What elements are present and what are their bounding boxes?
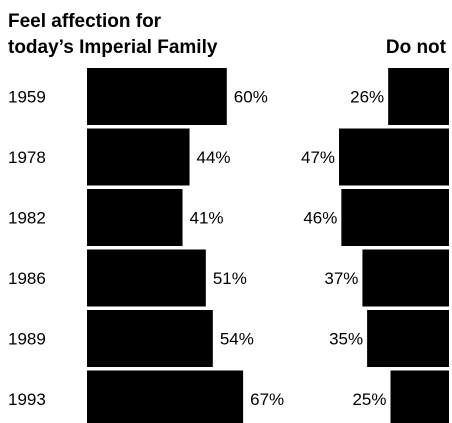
do-not-value-label: 46% [303,209,337,228]
year-label: 1989 [8,330,46,349]
affection-value-label: 44% [197,148,231,167]
do-not-bar [367,310,449,367]
affection-bar [87,128,190,186]
affection-value-label: 60% [234,88,268,107]
do-not-value-label: 25% [352,390,386,409]
year-label: 1982 [8,209,46,228]
do-not-series-label: Do not [385,37,446,58]
affection-value-label: 41% [190,209,224,228]
chart-title-line-2: today’s Imperial Family [8,37,218,58]
do-not-bar [362,249,449,307]
affection-value-label: 67% [250,390,284,409]
affection-value-label: 54% [220,330,254,349]
do-not-value-label: 35% [329,330,363,349]
year-label: 1978 [8,148,46,167]
do-not-value-label: 26% [350,88,384,107]
do-not-bar [339,128,449,186]
affection-bar [87,189,183,246]
year-label: 1986 [8,269,46,288]
affection-bar [87,68,227,125]
affection-value-label: 51% [213,269,247,288]
chart-title-line-1: Feel affection for [8,11,162,32]
do-not-value-label: 37% [324,269,358,288]
do-not-value-label: 47% [301,148,335,167]
year-label: 1959 [8,88,46,107]
affection-bar [87,310,213,367]
year-label: 1993 [8,390,46,409]
affection-bar [87,370,244,423]
do-not-bar [341,189,449,246]
do-not-bar [388,68,449,125]
do-not-bar [390,370,449,423]
affection-bar [87,249,206,307]
